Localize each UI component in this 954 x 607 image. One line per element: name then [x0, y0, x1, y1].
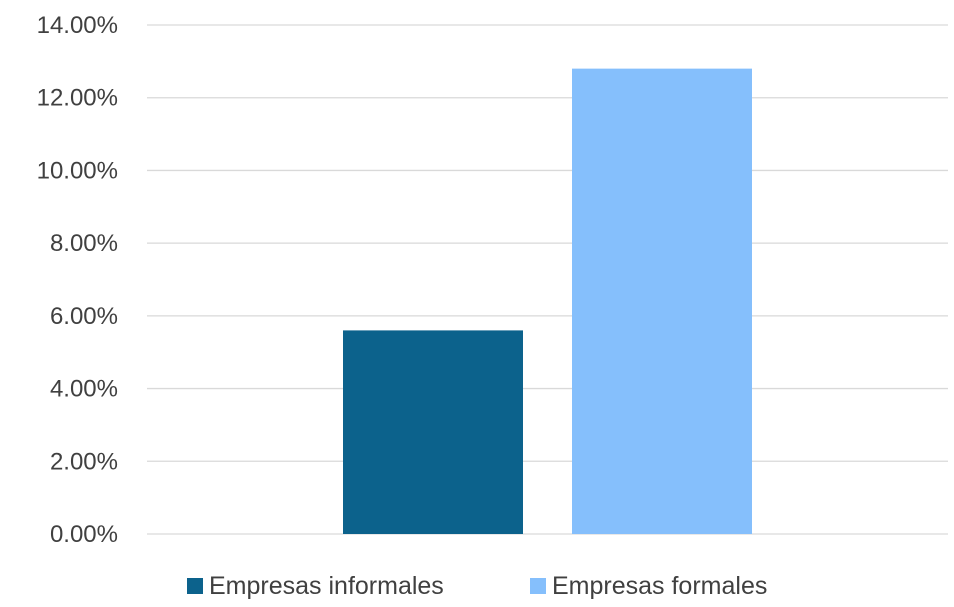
y-tick-label: 2.00%	[50, 448, 118, 475]
bar-empresas-informales	[343, 330, 523, 534]
legend-swatch	[187, 578, 203, 594]
legend-swatch	[530, 578, 546, 594]
y-tick-label: 12.00%	[37, 85, 118, 112]
y-tick-label: 4.00%	[50, 376, 118, 403]
y-tick-label: 6.00%	[50, 303, 118, 330]
y-tick-label: 0.00%	[50, 521, 118, 548]
y-tick-label: 8.00%	[50, 230, 118, 257]
legend-item: Empresas informales	[187, 572, 444, 600]
y-tick-label: 14.00%	[37, 12, 118, 39]
legend: Empresas informales Empresas formales	[187, 572, 767, 600]
legend-label: Empresas informales	[209, 572, 444, 600]
bars	[343, 68, 752, 534]
y-tick-label: 10.00%	[37, 157, 118, 184]
legend-label: Empresas formales	[552, 572, 767, 600]
gridlines	[147, 24, 948, 535]
bar-empresas-formales	[572, 68, 752, 534]
y-axis-tick-labels: 0.00% 2.00% 4.00% 6.00% 8.00% 10.00% 12.00% 14.…	[37, 12, 118, 548]
legend-item: Empresas formales	[530, 572, 767, 600]
